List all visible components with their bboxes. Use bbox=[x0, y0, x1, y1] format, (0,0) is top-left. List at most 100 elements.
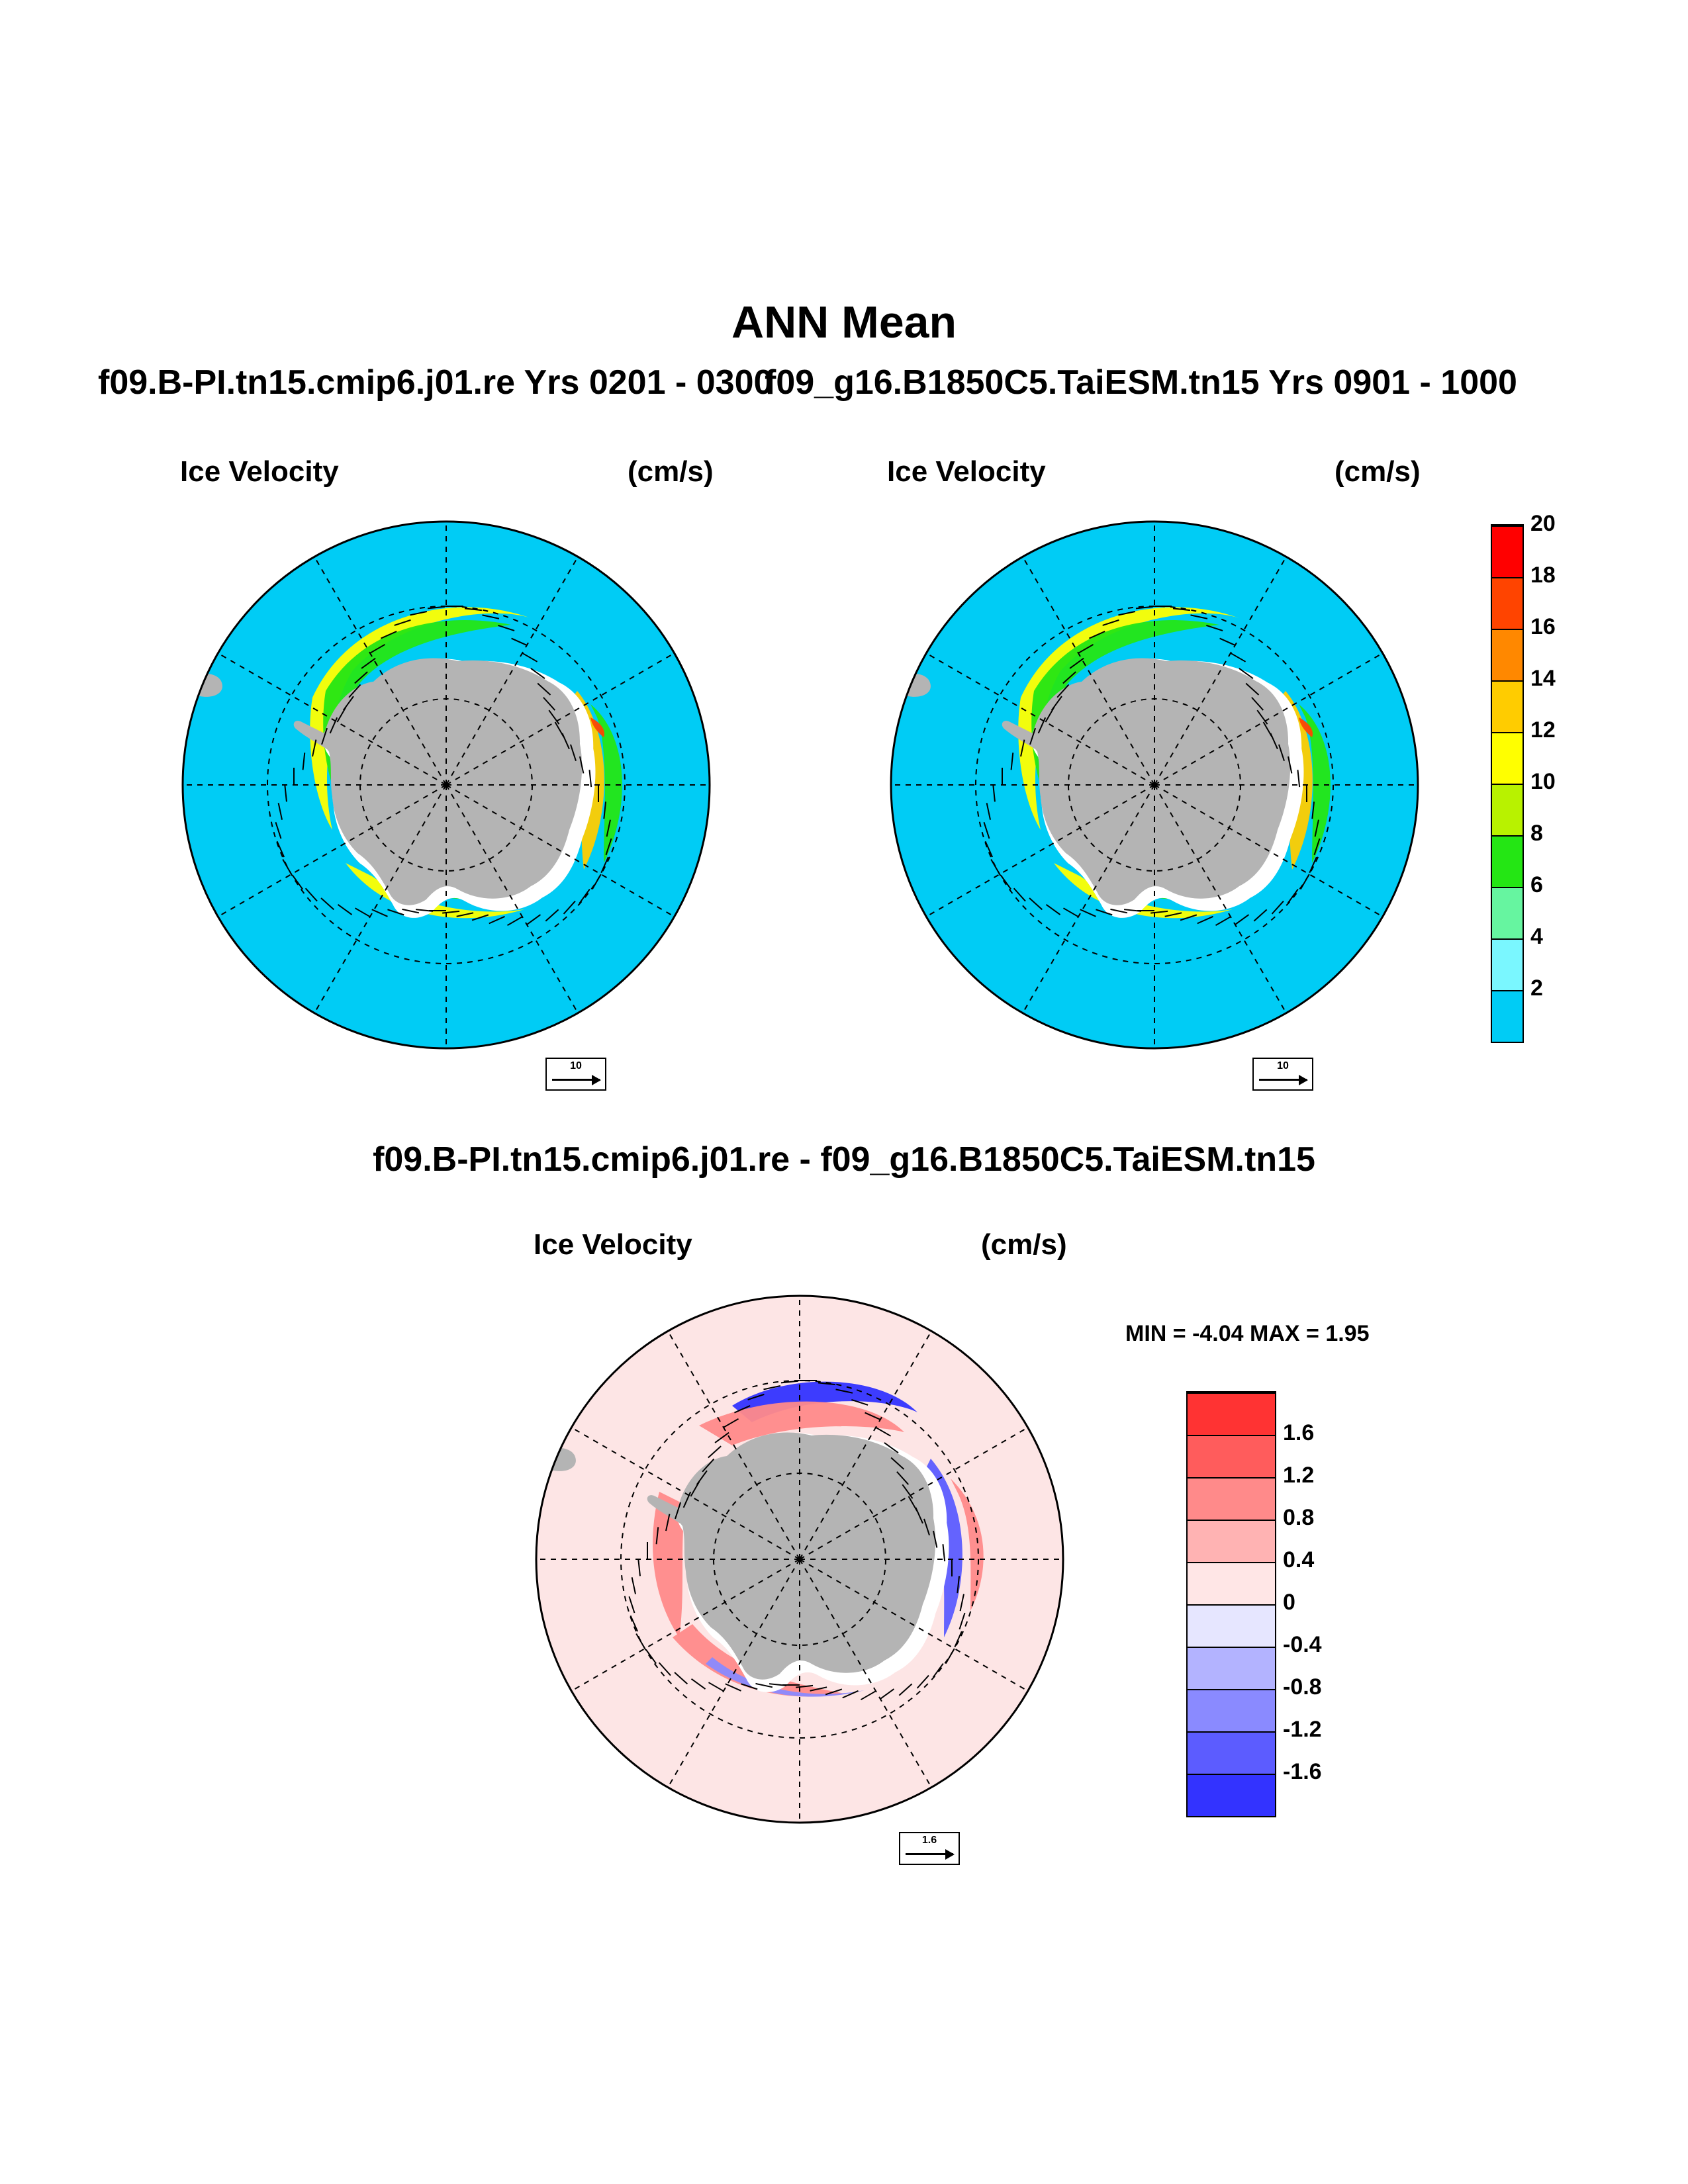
reference-arrow-icon bbox=[906, 1853, 953, 1855]
velocity-vector-icon bbox=[320, 897, 335, 911]
velocity-band bbox=[699, 1401, 904, 1445]
velocity-vector-icon bbox=[561, 733, 570, 750]
velocity-vector-icon bbox=[1056, 684, 1070, 698]
meridian-line bbox=[799, 1559, 1029, 1692]
velocity-vector-icon bbox=[1309, 856, 1317, 874]
velocity-vector-icon bbox=[302, 752, 306, 770]
velocity-vector-icon bbox=[825, 1688, 843, 1696]
velocity-vector-icon bbox=[354, 671, 368, 684]
velocity-vector-icon bbox=[986, 803, 992, 820]
colorbar-segment bbox=[1492, 990, 1523, 1042]
reference-vector-2: 10 bbox=[1252, 1058, 1313, 1091]
velocity-vector-icon bbox=[381, 631, 397, 639]
velocity-vector-icon bbox=[361, 657, 376, 669]
velocity-vector-icon bbox=[292, 874, 303, 890]
velocity-band bbox=[590, 717, 605, 737]
meridian-line bbox=[799, 1330, 932, 1560]
velocity-vector-icon bbox=[1069, 657, 1084, 669]
velocity-vector-icon bbox=[1270, 733, 1278, 750]
velocity-vector-icon bbox=[865, 1412, 881, 1421]
antarctica-landmass bbox=[323, 658, 583, 905]
map-border bbox=[890, 520, 1419, 1050]
reference-vector-3-label: 1.6 bbox=[921, 1835, 937, 1846]
velocity-vector-icon bbox=[1297, 770, 1301, 788]
colorbar-segment bbox=[1188, 1731, 1275, 1774]
velocity-vector-icon bbox=[1078, 643, 1094, 654]
velocity-vector-icon bbox=[1096, 909, 1113, 916]
velocity-vector-icon bbox=[1172, 608, 1190, 612]
velocity-vector-icon bbox=[708, 1682, 724, 1692]
reference-vector-1: 10 bbox=[545, 1058, 606, 1091]
velocity-vector-icon bbox=[898, 1683, 913, 1696]
velocity-vector-icon bbox=[530, 668, 545, 680]
colorbar-segment bbox=[1188, 1435, 1275, 1477]
south-america-landmass bbox=[894, 673, 931, 697]
velocity-vector-icon bbox=[1314, 819, 1319, 837]
map-field bbox=[536, 1296, 1063, 1823]
velocity-vector-icon bbox=[579, 756, 585, 774]
velocity-vector-icon bbox=[714, 1432, 729, 1443]
velocity-vector-icon bbox=[810, 1686, 827, 1692]
reference-vector-2-label: 10 bbox=[1277, 1060, 1289, 1071]
meridian-line bbox=[925, 653, 1155, 786]
subtitle-case-2: f09_g16.B1850C5.TaiESM.tn15 Yrs 0901 - 1… bbox=[765, 363, 1517, 402]
velocity-vector-icon bbox=[1000, 874, 1011, 890]
meridian-line bbox=[799, 1559, 932, 1788]
velocity-vector-icon bbox=[312, 739, 317, 757]
colorbar-segment bbox=[1492, 525, 1523, 577]
velocity-vector-icon bbox=[305, 887, 318, 902]
velocity-vector-icon bbox=[890, 1457, 905, 1470]
reference-vector-1-label: 10 bbox=[570, 1060, 582, 1071]
velocity-vector-icon bbox=[1029, 727, 1037, 745]
map-panel-2 bbox=[890, 520, 1419, 1050]
velocity-vector-icon bbox=[570, 744, 577, 761]
velocity-vector-icon bbox=[548, 709, 560, 725]
velocity-vector-icon bbox=[563, 900, 576, 915]
velocity-vector-icon bbox=[959, 1594, 964, 1612]
velocity-vector-icon bbox=[342, 696, 354, 711]
velocity-vector-icon bbox=[959, 1612, 966, 1630]
velocity-vector-icon bbox=[275, 822, 282, 839]
velocity-vector-icon bbox=[526, 914, 541, 926]
meridian-line bbox=[1022, 556, 1155, 786]
velocity-band bbox=[1031, 620, 1219, 810]
velocity-vector-icon bbox=[842, 1690, 859, 1699]
velocity-vector-icon bbox=[1013, 887, 1026, 902]
velocity-vector-icon bbox=[932, 1530, 938, 1548]
velocity-vector-icon bbox=[1180, 914, 1197, 921]
velocity-vector-icon bbox=[674, 1672, 688, 1685]
meridian-line bbox=[1154, 784, 1287, 1014]
colorbar-tick-label: 14 bbox=[1530, 666, 1556, 691]
panel-1-units: (cm/s) bbox=[628, 455, 714, 488]
meridian-line bbox=[1022, 784, 1155, 1014]
velocity-vector-icon bbox=[1102, 619, 1119, 626]
velocity-vector-icon bbox=[630, 1615, 639, 1632]
velocity-vector-icon bbox=[1215, 916, 1231, 927]
velocity-vector-icon bbox=[588, 770, 592, 788]
velocity-vector-icon bbox=[427, 606, 445, 610]
velocity-vector-icon bbox=[702, 1458, 715, 1473]
velocity-vector-icon bbox=[984, 841, 994, 858]
velocity-vector-icon bbox=[1206, 624, 1223, 631]
velocity-band bbox=[1299, 717, 1313, 737]
velocity-vector-icon bbox=[511, 637, 528, 647]
colorbar-velocity bbox=[1491, 524, 1524, 1043]
antarctic-peninsula bbox=[647, 1495, 686, 1526]
colorbar-tick-label: 0 bbox=[1283, 1590, 1295, 1615]
velocity-vector-icon bbox=[1164, 912, 1182, 917]
velocity-vector-icon bbox=[1110, 908, 1128, 914]
velocity-vector-icon bbox=[1256, 709, 1268, 725]
velocity-vector-icon bbox=[696, 1470, 708, 1485]
colorbar-tick-label: -0.4 bbox=[1283, 1632, 1322, 1657]
latitude-circle bbox=[975, 606, 1334, 964]
velocity-vector-icon bbox=[1234, 914, 1250, 926]
velocity-vector-icon bbox=[835, 1388, 853, 1394]
latitude-circle bbox=[267, 606, 626, 964]
velocity-vector-icon bbox=[682, 1491, 692, 1508]
velocity-band bbox=[323, 620, 511, 810]
velocity-vector-icon bbox=[545, 909, 559, 922]
colorbar-tick-label: 2 bbox=[1530, 976, 1543, 1001]
main-title: ANN Mean bbox=[731, 297, 957, 347]
velocity-vector-icon bbox=[321, 727, 328, 745]
velocity-vector-icon bbox=[851, 1398, 868, 1406]
